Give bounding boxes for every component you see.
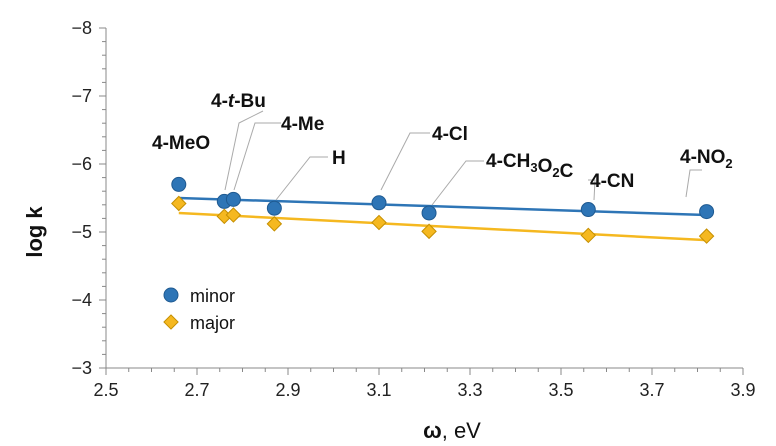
point-label: 4-CN bbox=[590, 171, 634, 192]
point-label: 4-Cl bbox=[432, 124, 468, 145]
y-tick-label: −3 bbox=[71, 358, 92, 378]
y-tick-label: −4 bbox=[71, 290, 92, 310]
legend-label-major: major bbox=[190, 313, 235, 333]
y-tick-label: −6 bbox=[71, 154, 92, 174]
legend: minor major bbox=[163, 286, 235, 333]
x-tick-label: 3.7 bbox=[639, 380, 664, 400]
point-major bbox=[266, 216, 283, 232]
point-major bbox=[171, 195, 187, 212]
y-tick-label: −8 bbox=[71, 18, 92, 38]
axes: −3 −4 −5 −6 −7 −8 2.5 2.7 2.9 3.1 3.3 3.5 3.7 3.9 bbox=[71, 18, 755, 400]
x-tick-label: 2.7 bbox=[184, 380, 209, 400]
point-minor bbox=[225, 191, 241, 207]
x-tick-label: 3.9 bbox=[730, 380, 755, 400]
point-minor bbox=[171, 176, 187, 192]
y-axis-title: log k bbox=[22, 206, 47, 258]
x-axis-unit: , eV bbox=[442, 418, 481, 443]
x-tick-label: 2.5 bbox=[93, 380, 118, 400]
x-axis-symbol: ω bbox=[423, 418, 442, 443]
y-tick-label: −5 bbox=[71, 222, 92, 242]
x-tick-label: 3.5 bbox=[548, 380, 573, 400]
trendline-major bbox=[178, 211, 707, 242]
data-points bbox=[171, 176, 715, 244]
point-label: 4-t-Bu bbox=[211, 91, 266, 112]
trend-lines bbox=[178, 196, 707, 242]
x-axis-title: ω, eV bbox=[423, 418, 481, 443]
leader-lines bbox=[224, 110, 702, 206]
point-label: 4-CH3O2C bbox=[486, 151, 574, 182]
point-minor bbox=[580, 202, 596, 218]
point-minor bbox=[371, 195, 387, 211]
x-tick-label: 3.1 bbox=[366, 380, 391, 400]
trendline-minor bbox=[178, 196, 707, 217]
label-leader-line bbox=[233, 122, 281, 191]
label-leader-line bbox=[380, 132, 430, 191]
point-label: 4-MeO bbox=[152, 133, 210, 154]
y-tick-label: −7 bbox=[71, 86, 92, 106]
x-tick-label: 3.3 bbox=[457, 380, 482, 400]
point-major bbox=[421, 223, 437, 240]
x-tick-label: 2.9 bbox=[275, 380, 300, 400]
point-major bbox=[225, 207, 242, 223]
point-minor bbox=[699, 204, 715, 220]
point-minor bbox=[266, 200, 282, 216]
label-leader-line bbox=[685, 169, 702, 198]
point-label: H bbox=[332, 148, 346, 169]
point-minor bbox=[421, 205, 437, 221]
label-leader-line bbox=[431, 160, 484, 206]
legend-marker-major bbox=[163, 314, 179, 330]
point-major bbox=[371, 214, 387, 231]
label-leader-line bbox=[588, 179, 596, 201]
point-major bbox=[580, 227, 597, 244]
legend-label-minor: minor bbox=[190, 286, 235, 306]
point-label: 4-NO2 bbox=[680, 147, 733, 171]
legend-marker-minor bbox=[163, 287, 179, 303]
label-leader-line bbox=[275, 156, 328, 201]
point-label: 4-Me bbox=[281, 114, 324, 135]
point-major bbox=[698, 228, 715, 244]
label-leader-line bbox=[224, 110, 264, 191]
